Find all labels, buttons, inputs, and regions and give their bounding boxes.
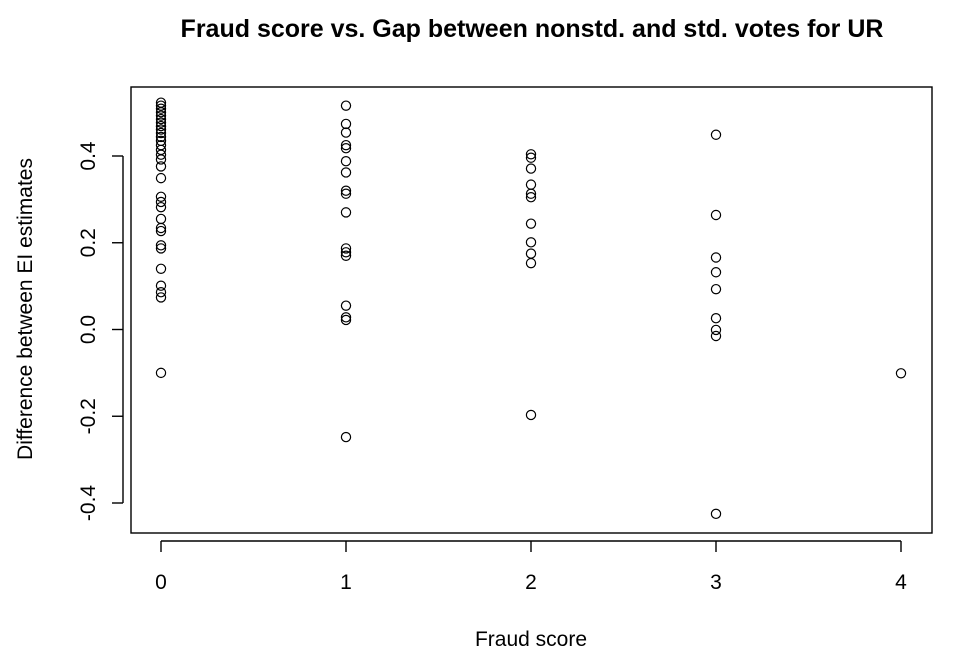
data-point [340, 156, 352, 167]
data-point [340, 247, 352, 258]
data-point [155, 191, 167, 202]
y-tick-label: -0.2 [77, 398, 100, 434]
data-point [340, 300, 352, 311]
data-point [155, 113, 167, 125]
data-point [155, 292, 167, 303]
data-point [340, 118, 352, 130]
data-point [340, 431, 352, 443]
data-point [525, 163, 537, 174]
data-point [155, 103, 167, 114]
data-point [710, 209, 722, 221]
y-tick-label: 0.0 [77, 315, 100, 344]
data-point [710, 267, 722, 278]
data-point [710, 283, 722, 295]
data-point [340, 243, 352, 254]
data-point [155, 263, 167, 274]
data-points [155, 97, 907, 520]
x-axis: 0 1 2 3 4 [155, 540, 907, 594]
data-point [525, 237, 537, 248]
y-tick-label: -0.4 [77, 485, 100, 522]
data-point [155, 161, 167, 172]
data-point [525, 409, 537, 421]
data-point [710, 330, 722, 342]
y-axis: -0.4 -0.2 0.0 0.2 0.4 [77, 141, 124, 522]
x-axis-label: Fraud score [475, 628, 587, 651]
data-point [155, 120, 167, 132]
data-point [340, 167, 352, 178]
plot-frame [130, 86, 933, 534]
x-tick-label: 1 [340, 571, 352, 594]
data-point [710, 508, 722, 520]
data-point [155, 286, 167, 298]
data-point [340, 207, 352, 218]
data-point [155, 222, 167, 234]
data-point [340, 188, 352, 199]
data-point [155, 243, 167, 254]
x-tick-label: 3 [710, 571, 722, 594]
data-point [155, 124, 167, 135]
data-point [525, 152, 537, 163]
data-point [710, 252, 722, 263]
x-tick-label: 4 [895, 571, 907, 594]
data-point [525, 192, 537, 203]
data-point [155, 225, 167, 237]
y-tick-label: 0.2 [77, 228, 100, 257]
data-point [340, 127, 352, 138]
data-point [340, 312, 352, 323]
data-point [710, 313, 722, 324]
data-point [155, 240, 167, 251]
data-point [710, 129, 722, 140]
data-point [155, 196, 167, 208]
data-point [525, 188, 537, 199]
data-point [155, 131, 167, 143]
data-point [155, 201, 167, 213]
data-point [155, 154, 167, 165]
data-point [525, 248, 537, 259]
chart-title: Fraud score vs. Gap between nonstd. and … [181, 15, 884, 43]
data-point [710, 324, 722, 336]
data-point [155, 213, 167, 225]
x-tick-label: 0 [155, 571, 167, 594]
data-point [525, 218, 537, 229]
data-point [155, 117, 167, 128]
data-point [340, 185, 352, 196]
data-point [155, 106, 167, 118]
data-point [525, 149, 537, 160]
data-point [340, 100, 352, 111]
y-axis-label: Difference between EI estimates [14, 158, 37, 460]
data-point [155, 367, 167, 379]
data-point [340, 314, 352, 326]
data-point [340, 142, 352, 154]
data-point [525, 257, 537, 269]
data-point [155, 100, 167, 111]
data-point [155, 149, 167, 160]
x-tick-label: 2 [525, 571, 537, 594]
data-point [155, 280, 167, 291]
data-point [155, 127, 167, 139]
data-point [155, 172, 167, 184]
data-point [155, 110, 167, 121]
y-tick-label: 0.4 [77, 141, 100, 171]
data-point [340, 139, 352, 151]
data-point [895, 368, 907, 379]
data-point [340, 250, 352, 261]
data-point [525, 179, 537, 190]
